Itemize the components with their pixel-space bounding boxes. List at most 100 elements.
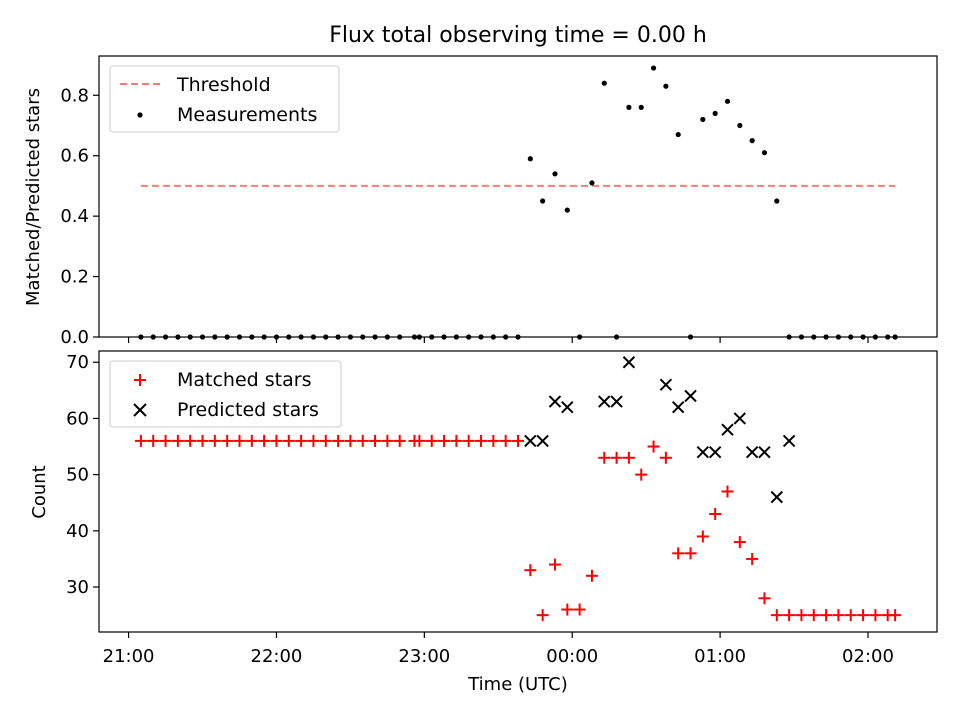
matched-star-point <box>795 609 808 622</box>
measurement-point <box>527 156 533 162</box>
matched-star-point <box>524 564 537 577</box>
predicted-star-point <box>671 400 685 414</box>
x-tick-label: 22:00 <box>251 646 303 667</box>
matched-star-point <box>319 434 332 447</box>
predicted-star-point <box>708 445 722 459</box>
top-y-tick-label: 0.2 <box>60 267 89 288</box>
matched-star-point <box>536 609 549 622</box>
matched-star-point <box>245 434 258 447</box>
matched-star-point <box>610 451 623 464</box>
matched-star-point <box>413 434 426 447</box>
measurement-point <box>601 80 607 86</box>
matched-star-point <box>171 434 184 447</box>
matched-star-point <box>746 552 759 565</box>
matched-star-point <box>869 609 882 622</box>
bottom-y-tick-label: 40 <box>66 521 89 542</box>
matched-star-point <box>770 609 783 622</box>
legend-threshold-label: Threshold <box>176 74 271 96</box>
matched-star-point <box>270 434 283 447</box>
predicted-star-point <box>659 378 673 391</box>
matched-star-point <box>889 609 902 622</box>
measurement-point <box>540 198 546 204</box>
predicted-star-point <box>733 412 747 425</box>
matched-star-point <box>381 434 394 447</box>
legend-measurements-swatch <box>137 112 143 118</box>
matched-star-point <box>659 451 672 464</box>
legend-measurements-label: Measurements <box>177 104 317 126</box>
matched-star-point <box>548 558 561 571</box>
matched-star-point <box>709 507 722 520</box>
predicted-star-point <box>745 445 759 459</box>
measurement-point <box>675 131 681 138</box>
matched-star-point <box>512 434 524 447</box>
bottom-y-ticks: 30 40 50 60 70 <box>66 352 99 598</box>
matched-star-point <box>438 434 451 447</box>
predicted-star-point <box>770 490 784 504</box>
measurement-point <box>737 122 743 129</box>
predicted-star-point <box>721 423 734 436</box>
measurement-point <box>650 65 657 71</box>
top-y-tick-label: 0.6 <box>60 146 89 167</box>
bottom-y-tick-label: 50 <box>66 465 89 486</box>
matched-star-point <box>258 434 271 447</box>
bottom-legend: Matched stars Predicted stars <box>109 360 342 428</box>
matched-star-point <box>635 468 648 481</box>
bottom-axes-frame <box>98 350 938 633</box>
x-tick-label: 02:00 <box>842 646 894 667</box>
matched-star-point <box>696 530 709 543</box>
matched-star-point <box>622 451 635 464</box>
bottom-y-tick-label: 60 <box>66 408 89 429</box>
matched-star-point <box>332 434 345 447</box>
top-y-ticks: 0.0 0.2 0.4 0.6 0.8 <box>60 85 99 348</box>
bottom-plot-marks <box>134 356 902 622</box>
matched-star-point <box>159 434 172 447</box>
bottom-x-ticks: 21:00 22:00 23:00 00:00 01:00 02:00 <box>103 632 894 667</box>
predicted-star-point <box>758 445 771 459</box>
measurement-point <box>626 104 632 110</box>
predicted-star-point <box>561 400 574 414</box>
predicted-star-point <box>536 434 549 448</box>
measurement-point <box>761 150 768 156</box>
predicted-star-point <box>782 434 796 448</box>
top-y-tick-label: 0.0 <box>60 327 89 348</box>
matched-star-point <box>282 434 295 447</box>
matched-star-point <box>832 609 845 622</box>
matched-star-point <box>721 485 734 498</box>
matched-star-point <box>807 609 820 622</box>
top-y-axis-label: Matched/Predicted stars <box>23 88 44 306</box>
top-y-tick-label: 0.8 <box>60 85 89 106</box>
predicted-star-point <box>598 395 611 408</box>
matched-star-point <box>487 434 500 447</box>
measurement-point <box>564 207 570 213</box>
x-tick-label: 23:00 <box>398 646 450 667</box>
matched-star-point <box>233 434 246 447</box>
matched-star-point <box>221 434 234 447</box>
top-y-tick-label: 0.4 <box>60 206 89 227</box>
matched-star-point <box>475 434 488 447</box>
bottom-panel: 30 40 50 60 70 21:00 22:00 23:00 00:00 01:00 02:0… <box>29 350 938 695</box>
matched-star-point <box>369 434 382 447</box>
measurement-point <box>724 98 731 104</box>
matched-star-point <box>561 603 574 616</box>
matched-star-point <box>684 547 697 560</box>
matched-star-point <box>844 609 857 622</box>
matched-star-point <box>672 547 685 560</box>
matched-star-point <box>344 434 357 447</box>
legend-predicted-swatch <box>133 403 147 417</box>
matched-star-point <box>208 434 221 447</box>
matched-star-point <box>425 434 438 447</box>
bottom-y-tick-label: 30 <box>66 577 89 598</box>
matched-star-point <box>585 569 598 582</box>
legend-predicted-label: Predicted stars <box>177 399 319 421</box>
x-tick-label: 00:00 <box>546 646 598 667</box>
matched-star-point <box>147 434 160 447</box>
matched-star-point <box>733 536 746 549</box>
predicted-star-point <box>610 395 623 408</box>
x-tick-label: 01:00 <box>694 646 746 667</box>
top-axes-frame <box>98 55 938 338</box>
matched-star-point <box>393 434 406 447</box>
matched-star-point <box>184 434 197 447</box>
matched-star-point <box>598 451 611 464</box>
measurement-point <box>712 110 718 117</box>
